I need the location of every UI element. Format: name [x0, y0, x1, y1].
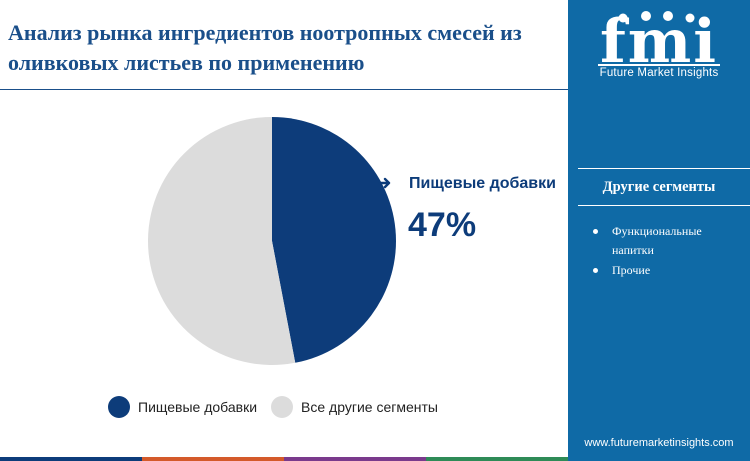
segment-label: Прочие — [612, 263, 651, 277]
fmi-logo: fmi — [598, 7, 720, 77]
callout-segment-value: 47% — [408, 206, 477, 244]
segments-divider-bottom — [578, 205, 750, 206]
pie-slice-food-supplements — [272, 117, 396, 363]
segment-label: Функциональные напитки — [612, 224, 702, 257]
bullet-icon — [593, 229, 598, 234]
pie-chart — [147, 117, 396, 365]
legend-label: Все другие сегменты — [301, 399, 438, 415]
bottom-bar-segment — [284, 457, 426, 461]
callout-segment-label: Пищевые добавки — [409, 175, 556, 192]
chart-legend: Пищевые добавки Все другие сегменты — [108, 396, 452, 418]
bottom-bar-segment — [426, 457, 568, 461]
other-segments-title: Другие сегменты — [602, 179, 716, 195]
page-title: Анализ рынка ингредиентов ноотропных сме… — [8, 20, 522, 75]
list-item: Функциональные напитки — [568, 222, 750, 260]
brand-name: Future Market Insights — [599, 67, 719, 79]
bottom-color-bar — [0, 457, 568, 461]
legend-swatch — [108, 396, 130, 418]
other-segments-list: Функциональные напитки Прочие — [568, 222, 750, 281]
legend-item-food-supplements: Пищевые добавки — [108, 396, 257, 418]
website-link[interactable]: www.futuremarketinsights.com — [584, 437, 734, 449]
bottom-bar-segment — [0, 457, 142, 461]
sidebar: fmi Future Market Insights Другие сегмен… — [568, 0, 750, 461]
arrow-right-icon — [378, 177, 391, 189]
legend-swatch — [271, 396, 294, 418]
segments-divider-top — [578, 168, 750, 169]
title-divider — [0, 89, 568, 90]
bullet-icon — [593, 268, 598, 273]
list-item: Прочие — [568, 261, 750, 280]
legend-item-other-segments: Все другие сегменты — [271, 396, 438, 418]
pie-slice-other-segments — [147, 117, 296, 365]
bottom-bar-segment — [142, 457, 284, 461]
legend-label: Пищевые добавки — [138, 399, 258, 415]
